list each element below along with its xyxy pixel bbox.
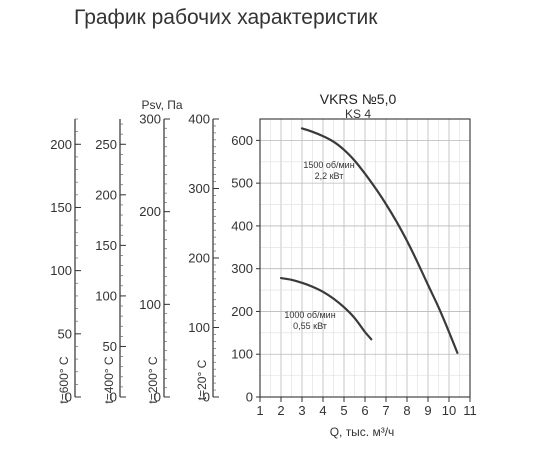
temperature-axis-tick-label: 0 (65, 390, 72, 405)
temperature-axis-tick-label: 0 (110, 390, 117, 405)
temperature-axis-tick-label: 150 (95, 238, 117, 253)
temperature-axis-tick-label: 200 (50, 137, 72, 152)
y-tick-label: 0 (246, 390, 253, 405)
temperature-axis-tick-label: 150 (50, 200, 72, 215)
temperature-axis-tick-label: 100 (50, 263, 72, 278)
x-tick-label: 2 (277, 403, 284, 418)
x-tick-label: 11 (463, 403, 477, 418)
temperature-axis-tick-label: 100 (139, 297, 161, 312)
series-line-1500 (300, 127, 459, 354)
chart-grid (259, 118, 471, 398)
page-title: График рабочих характеристик (74, 6, 378, 29)
chart-title: VKRS №5,0 (320, 91, 397, 107)
temperature-axis-tick-label: 50 (103, 339, 117, 354)
temperature-axis-tick-label: 200 (95, 187, 117, 202)
series-1000-label-line1: 1000 об/мин (284, 310, 335, 320)
temperature-axis-tick-label: 100 (188, 320, 210, 335)
series-1000-label-line2: 0,55 кВт (293, 321, 327, 331)
temperature-axis-tick-label: 50 (58, 326, 72, 341)
x-axis-label: Q, тыс. м³/ч (330, 425, 395, 439)
series-1500-label-line2: 2,2 кВт (315, 171, 344, 181)
x-tick-label: 6 (361, 403, 368, 418)
y-tick-label: 600 (231, 133, 253, 148)
temperature-axis-tick-label: 300 (188, 181, 210, 196)
temperature-axis-tick-label: 200 (188, 251, 210, 266)
temperature-axis-tick-label: 300 (139, 112, 161, 127)
temperature-axis-label: t=600° C (57, 356, 71, 403)
temperature-axis-tick-label: 0 (203, 390, 210, 405)
series-1500-label-line1: 1500 об/мин (303, 160, 354, 170)
x-tick-label: 4 (319, 403, 326, 418)
x-tick-label: 9 (424, 403, 431, 418)
temperature-axis-label: t=200° C (146, 356, 160, 403)
series-line-1000 (279, 277, 373, 341)
y-tick-label: 400 (231, 218, 253, 233)
temperature-axis-tick-label: 250 (95, 137, 117, 152)
x-tick-label: 1 (256, 403, 263, 418)
x-tick-label: 3 (298, 403, 305, 418)
temperature-axis-tick-label: 100 (95, 288, 117, 303)
x-tick-label: 5 (340, 403, 347, 418)
temperature-axis-label: t=20° C (195, 359, 209, 400)
temperature-axis-tick-label: 400 (188, 112, 210, 127)
temperature-axis-tick-label: 200 (139, 204, 161, 219)
x-tick-label: 10 (442, 403, 456, 418)
y-tick-label: 100 (231, 347, 253, 362)
y-tick-label: 200 (231, 304, 253, 319)
y-tick-label: 300 (231, 261, 253, 276)
x-tick-label: 8 (403, 403, 410, 418)
temperature-axis-tick-label: 0 (154, 390, 161, 405)
chart-subtitle: KS 4 (345, 107, 371, 121)
x-tick-label: 7 (382, 403, 389, 418)
main-axis-ticks: 1 2 3 4 5 6 7 8 9 10 11 0 100 200 300 400 500 600 (231, 133, 476, 418)
y-tick-label: 500 (231, 176, 253, 191)
chart-curves (279, 127, 459, 354)
temperature-axis-label: t=400° C (102, 356, 116, 403)
y-axis-label: Psv, Па (141, 98, 182, 112)
